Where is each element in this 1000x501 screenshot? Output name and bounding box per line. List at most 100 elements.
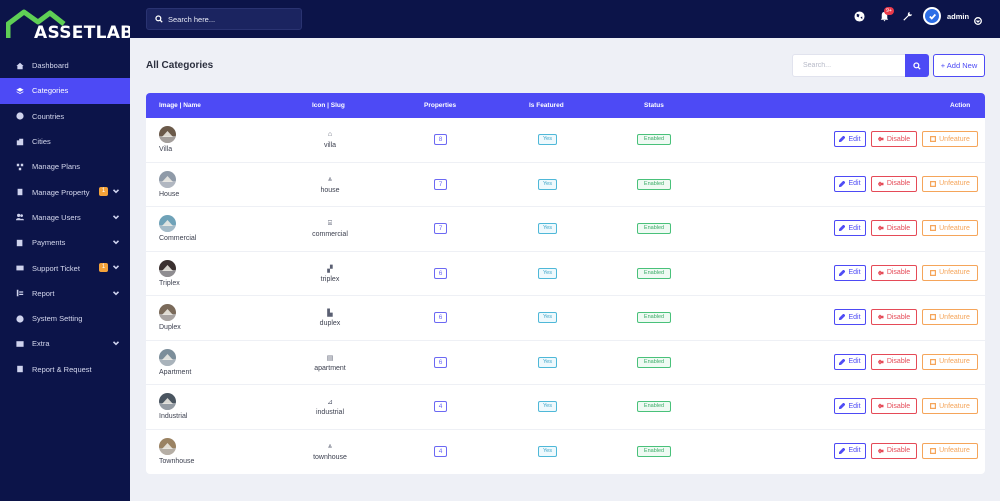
edit-button[interactable]: Edit (834, 220, 866, 236)
unfeature-button[interactable]: Unfeature (922, 175, 978, 192)
category-thumbnail (159, 170, 176, 188)
add-new-button[interactable]: + Add New (933, 54, 985, 77)
disable-icon (877, 359, 884, 364)
unfeature-button[interactable]: Unfeature (922, 220, 978, 236)
sidebar-item-payments[interactable]: Payments (0, 230, 130, 255)
disable-label: Disable (886, 180, 911, 187)
featured-badge: Yes (538, 178, 557, 190)
category-name: Triplex (159, 279, 180, 287)
sidebar-item-report[interactable]: Report (0, 281, 130, 306)
header-icon-slug: Icon | Slug (312, 102, 345, 109)
unfeature-button[interactable]: Unfeature (922, 442, 978, 459)
disable-button[interactable]: Disable (871, 309, 917, 325)
status-badge: Enabled (637, 223, 671, 234)
chevron-down-icon[interactable] (112, 187, 120, 195)
header-image-name: Image | Name (159, 102, 201, 109)
unfeature-icon (930, 225, 937, 231)
chevron-down-icon[interactable] (974, 12, 982, 25)
unfeature-button[interactable]: Unfeature (922, 131, 978, 147)
unfeature-label: Unfeature (939, 402, 970, 410)
unfeature-button[interactable]: Unfeature (922, 353, 978, 370)
chevron-down-icon[interactable] (112, 289, 120, 297)
properties-count: 7 (434, 223, 447, 234)
unfeature-label: Unfeature (939, 313, 970, 321)
category-icon: ▞ (327, 265, 333, 273)
category-slug: townhouse (313, 453, 347, 461)
search-button[interactable] (905, 54, 929, 77)
search-icon (913, 61, 921, 70)
globe-icon[interactable] (853, 10, 865, 22)
wrench-icon[interactable] (901, 10, 913, 22)
disable-label: Disable (886, 358, 911, 365)
properties-count: 4 (434, 401, 447, 412)
category-slug: villa (323, 142, 337, 149)
users-icon (15, 212, 25, 222)
status-badge: Enabled (637, 267, 671, 279)
chevron-down-icon[interactable] (112, 263, 120, 271)
sidebar-item-report-request[interactable]: Report & Request (0, 357, 130, 382)
table-row: Triplex ▞ triplex 6 Yes Enabled Edit Disable Unf… (146, 252, 985, 296)
edit-button[interactable]: Edit (834, 131, 866, 147)
sidebar-item-extra[interactable]: Extra (0, 331, 130, 356)
edit-label: Edit (848, 224, 861, 232)
logo[interactable]: ASSETLAB (6, 8, 133, 44)
sidebar-item-manage-users[interactable]: Manage Users (0, 205, 130, 230)
chevron-down-icon[interactable] (112, 339, 120, 347)
global-search-input[interactable] (168, 14, 298, 24)
disable-icon (877, 136, 884, 142)
sidebar-item-countries[interactable]: Countries (0, 104, 130, 129)
global-search[interactable] (146, 8, 302, 30)
disable-label: Disable (886, 135, 911, 143)
sidebar-item-system-setting[interactable]: System Setting (0, 306, 130, 331)
sidebar-item-label: Report & Request (32, 364, 92, 374)
pencil-icon (839, 269, 846, 276)
table-header: Image | Name Icon | Slug Properties Is F… (146, 93, 985, 118)
pencil-icon (839, 358, 846, 365)
sidebar-item-label: Categories (32, 86, 69, 96)
sidebar-item-manage-plans[interactable]: Manage Plans (0, 154, 130, 179)
edit-label: Edit (848, 135, 861, 143)
sidebar-item-support-ticket[interactable]: Support Ticket 1 (0, 255, 130, 280)
check-icon (928, 13, 936, 20)
edit-label: Edit (848, 402, 861, 410)
disable-icon (877, 181, 884, 186)
notification-bell-icon[interactable]: 9+ (878, 7, 894, 22)
disable-button[interactable]: Disable (871, 131, 917, 147)
sidebar-item-categories[interactable]: Categories (0, 78, 130, 104)
disable-button[interactable]: Disable (871, 353, 917, 370)
disable-button[interactable]: Disable (871, 398, 917, 414)
disable-button[interactable]: Disable (871, 220, 917, 236)
status-badge: Enabled (637, 356, 671, 368)
chevron-down-icon[interactable] (112, 213, 120, 221)
edit-button[interactable]: Edit (834, 353, 866, 370)
disable-button[interactable]: Disable (871, 442, 917, 459)
disable-button[interactable]: Disable (871, 264, 917, 281)
table-row: Industrial ⊿ industrial 4 Yes Enabled Edit Disa… (146, 385, 985, 430)
unfeature-button[interactable]: Unfeature (922, 264, 978, 281)
avatar[interactable] (923, 7, 941, 25)
edit-button[interactable]: Edit (834, 175, 866, 192)
status-badge: Enabled (637, 401, 671, 412)
unfeature-button[interactable]: Unfeature (922, 309, 978, 325)
chevron-down-icon[interactable] (112, 238, 120, 246)
disable-button[interactable]: Disable (871, 175, 917, 192)
edit-button[interactable]: Edit (834, 398, 866, 414)
edit-button[interactable]: Edit (834, 264, 866, 281)
extra-icon (15, 339, 25, 349)
unfeature-icon (930, 403, 937, 409)
category-thumbnail (159, 126, 176, 143)
edit-button[interactable]: Edit (834, 442, 866, 459)
featured-badge: Yes (538, 134, 557, 145)
unfeature-button[interactable]: Unfeature (922, 398, 978, 414)
category-search-input[interactable] (792, 54, 906, 77)
sidebar-item-dashboard[interactable]: Dashboard (0, 53, 130, 78)
table-body: Villa ⌂ villa 8 Yes Enabled Edit Disable Unfeatu… (146, 118, 985, 474)
sidebar-item-manage-property[interactable]: Manage Property 1 (0, 179, 130, 204)
category-icon: ⩓ (328, 175, 332, 183)
table-row: Commercial ⌸ commercial 7 Yes Enabled Edit Disa… (146, 207, 985, 252)
sidebar-item-cities[interactable]: Cities (0, 129, 130, 154)
unfeature-label: Unfeature (939, 447, 970, 454)
header-is-featured: Is Featured (529, 102, 564, 109)
edit-button[interactable]: Edit (834, 309, 866, 325)
user-name[interactable]: admin (947, 12, 970, 21)
